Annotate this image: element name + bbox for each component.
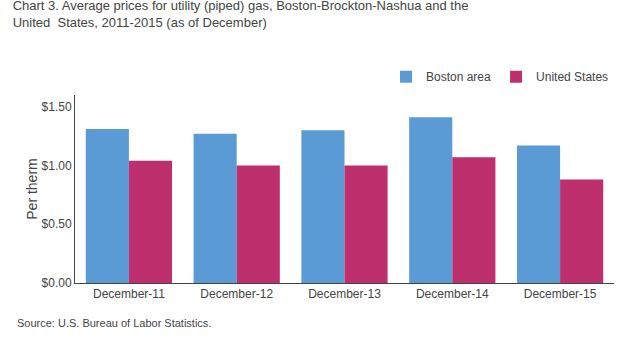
svg-text:$1.00: $1.00 [42, 159, 72, 173]
svg-text:December-15: December-15 [524, 287, 597, 301]
svg-text:December-14: December-14 [416, 287, 489, 301]
svg-text:$0.50: $0.50 [42, 217, 72, 231]
svg-text:United States: United States [536, 70, 608, 84]
svg-text:December-13: December-13 [308, 287, 381, 301]
svg-text:Chart 3. Average prices for ut: Chart 3. Average prices for utility (pip… [13, 0, 469, 30]
svg-text:December-11: December-11 [93, 287, 165, 301]
svg-text:Per therm: Per therm [24, 158, 40, 219]
svg-text:$1.50: $1.50 [42, 100, 72, 114]
svg-text:Source: U.S. Bureau of Labor S: Source: U.S. Bureau of Labor Statistics. [17, 317, 211, 329]
svg-text:$0.00: $0.00 [42, 276, 72, 290]
svg-text:Boston area: Boston area [426, 70, 491, 84]
svg-text:December-12: December-12 [200, 287, 273, 301]
